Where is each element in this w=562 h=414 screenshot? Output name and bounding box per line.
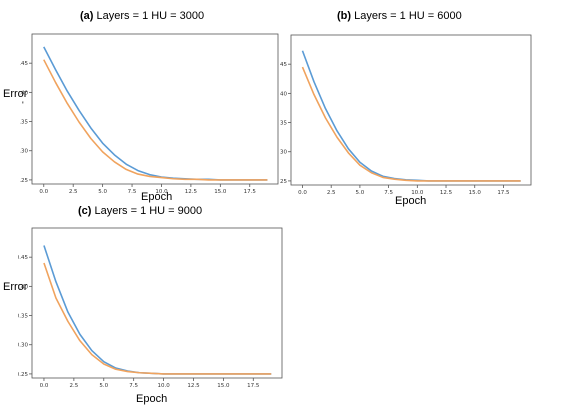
chart-c: 0.25 0.30 0.35 0.40 0.45 0.0 2.5 5.0 7.5 10.0 12.5… bbox=[18, 227, 283, 389]
chart-c-xlabel: Epoch bbox=[136, 393, 168, 405]
chart-a-title-text: Layers = 1 HU = 3000 bbox=[96, 10, 205, 22]
chart-c-ytick-label: 0.30 bbox=[18, 343, 28, 349]
chart-a-ytick-label: 0.45 bbox=[20, 61, 28, 67]
chart-c-title: (c) Layers = 1 HU = 9000 bbox=[78, 205, 202, 217]
chart-b-series-2-line bbox=[301, 66, 521, 182]
chart-b-xtick-label: 7.5 bbox=[384, 190, 393, 196]
chart-a-ytick-label: 0.40 bbox=[20, 90, 28, 96]
chart-c-xtick-label: 0.0 bbox=[40, 383, 49, 389]
chart-c-xtick-label: 17.5 bbox=[247, 383, 260, 389]
chart-a-xlabel: Epoch bbox=[141, 191, 173, 203]
chart-c-ytick-label: 0.40 bbox=[18, 284, 28, 290]
chart-b-ytick-label: 0.30 bbox=[280, 150, 287, 156]
chart-a-ylabel-mark: ' bbox=[22, 100, 24, 110]
chart-c-xtick-label: 10.0 bbox=[157, 383, 170, 389]
chart-a-title: (a) Layers = 1 HU = 3000 bbox=[80, 10, 204, 22]
chart-b-xtick-label: 2.5 bbox=[327, 190, 336, 196]
chart-a: 0.25 0.30 0.35 0.40 0.45 0.0 2.5 5.0 7.5 10.0 12.5… bbox=[20, 33, 279, 195]
chart-a-xtick-label: 2.5 bbox=[69, 189, 78, 195]
chart-a-ytick-label: 0.30 bbox=[20, 149, 28, 155]
chart-c-xtick-label: 15.0 bbox=[217, 383, 230, 389]
chart-a-ytick-label: 0.25 bbox=[20, 178, 28, 184]
chart-b-xlabel: Epoch bbox=[395, 195, 427, 207]
chart-a-xtick-label: 15.0 bbox=[214, 189, 227, 195]
chart-b-ytick-label: 0.35 bbox=[280, 121, 287, 127]
chart-c-xtick-label: 2.5 bbox=[69, 383, 78, 389]
chart-c-xtick-label: 7.5 bbox=[129, 383, 138, 389]
chart-a-xtick-label: 7.5 bbox=[128, 189, 137, 195]
chart-a-xtick-label: 5.0 bbox=[98, 189, 107, 195]
chart-b-xtick-label: 15.0 bbox=[469, 190, 482, 196]
chart-a-xtick-label: 10.0 bbox=[155, 189, 168, 195]
chart-b-title: (b) Layers = 1 HU = 6000 bbox=[337, 10, 462, 22]
chart-a-xtick-label: 0.0 bbox=[39, 189, 48, 195]
chart-c-ytick-label: 0.45 bbox=[18, 255, 28, 261]
chart-c-xtick-label: 5.0 bbox=[99, 383, 108, 389]
chart-b-xtick-label: 5.0 bbox=[356, 190, 365, 196]
chart-b-xtick-label: 12.5 bbox=[440, 190, 453, 196]
chart-b: 0.25 0.30 0.35 0.40 0.45 0.0 2.5 5.0 7.5 10.0 12.5… bbox=[280, 34, 532, 196]
chart-b-xtick-label: 0.0 bbox=[298, 190, 307, 196]
chart-a-xtick-label: 12.5 bbox=[185, 189, 198, 195]
chart-c-ytick-label: 0.25 bbox=[18, 372, 28, 378]
chart-c-letter: (c) bbox=[78, 205, 92, 217]
chart-b-ytick-label: 0.45 bbox=[280, 62, 287, 68]
chart-c-series-2-line bbox=[43, 262, 272, 375]
chart-c-frame bbox=[31, 227, 283, 379]
chart-c-ytick-label: 0.35 bbox=[18, 314, 28, 320]
chart-c-title-text: Layers = 1 HU = 9000 bbox=[94, 205, 203, 217]
chart-a-ytick-label: 0.35 bbox=[20, 120, 28, 126]
chart-a-xtick-label: 17.5 bbox=[244, 189, 257, 195]
chart-c-ylabel: Error bbox=[3, 281, 28, 293]
chart-c-xtick-label: 12.5 bbox=[187, 383, 200, 389]
chart-a-frame bbox=[31, 33, 279, 185]
chart-b-frame bbox=[290, 34, 532, 186]
chart-b-ytick-label: 0.25 bbox=[280, 179, 287, 185]
chart-a-letter: (a) bbox=[80, 10, 94, 22]
chart-b-ytick-label: 0.40 bbox=[280, 91, 287, 97]
chart-a-ylabel: Error bbox=[3, 88, 28, 100]
chart-a-series-2-line bbox=[43, 59, 268, 181]
chart-b-xtick-label: 10.0 bbox=[411, 190, 424, 196]
chart-b-letter: (b) bbox=[337, 10, 352, 22]
chart-b-title-text: Layers = 1 HU = 6000 bbox=[354, 10, 462, 22]
chart-b-xtick-label: 17.5 bbox=[497, 190, 510, 196]
